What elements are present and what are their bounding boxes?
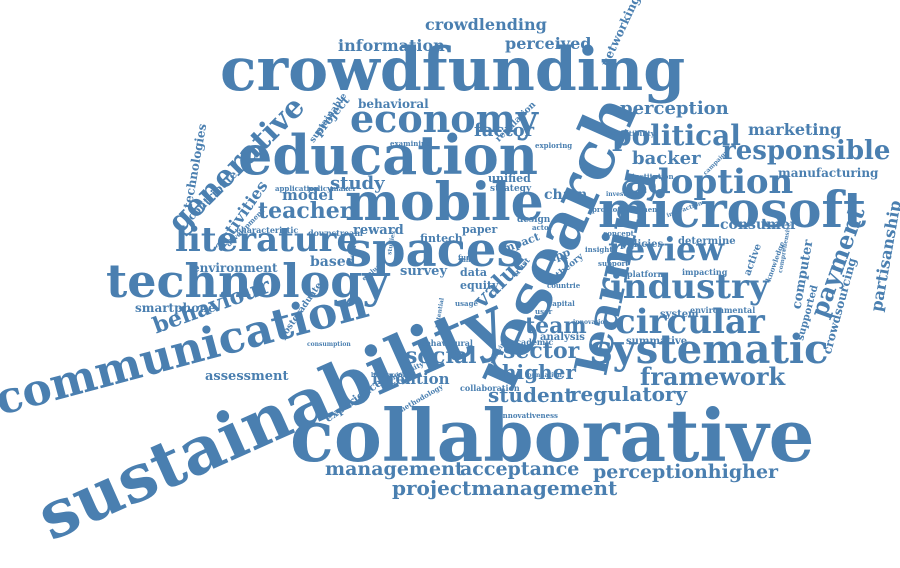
cloud-word: support <box>598 259 629 268</box>
cloud-word: fund <box>458 253 477 262</box>
cloud-word: fintech <box>420 232 463 245</box>
cloud-word: actor <box>532 223 553 232</box>
cloud-word: policymaker <box>308 184 357 193</box>
cloud-word: management <box>325 458 464 480</box>
cloud-word: summative <box>626 336 688 347</box>
cloud-word: compatibility <box>603 129 655 138</box>
cloud-word: platform <box>627 269 666 279</box>
cloud-word: environmental <box>690 305 756 315</box>
cloud-word: backer <box>632 148 701 169</box>
cloud-word: segment <box>627 205 661 214</box>
cloud-word: based <box>310 254 356 270</box>
cloud-word: teacher <box>258 198 352 224</box>
cloud-word: innovativeness <box>500 411 558 420</box>
cloud-word: partisanship <box>866 198 900 313</box>
cloud-word: reward <box>353 223 404 238</box>
cloud-word: crowdlending <box>425 15 547 34</box>
cloud-word: sector <box>503 338 580 364</box>
cloud-word: factor <box>474 120 535 141</box>
cloud-word: insight <box>585 245 613 254</box>
cloud-word: capital <box>548 299 575 308</box>
cloud-word: model <box>282 186 334 204</box>
cloud-word: behavioural <box>420 338 473 348</box>
cloud-word: team <box>525 313 587 339</box>
cloud-word: regulatory <box>570 382 688 406</box>
cloud-word: usage <box>455 299 478 308</box>
cloud-word: exploring <box>535 141 573 150</box>
cloud-word: systematic <box>590 326 829 373</box>
cloud-word: higher <box>502 360 576 384</box>
cloud-word: institution <box>632 172 674 181</box>
cloud-word: design <box>517 215 551 225</box>
cloud-word: literature <box>175 220 359 260</box>
cloud-word: unified <box>488 172 531 185</box>
cloud-word: foundation <box>525 372 562 379</box>
cloud-word: chain <box>544 187 588 203</box>
cloud-word: investment <box>606 191 644 198</box>
cloud-word: social <box>405 343 477 369</box>
cloud-word: behavioral <box>358 97 429 111</box>
cloud-word: marketing <box>748 120 842 139</box>
cloud-word: promote <box>592 205 626 214</box>
cloud-word: consumption <box>307 341 351 348</box>
cloud-word: perception <box>620 98 729 119</box>
cloud-word: data <box>460 266 488 279</box>
cloud-word: application <box>275 184 320 193</box>
cloud-word: manufacturing <box>778 166 879 180</box>
cloud-word: study <box>330 173 385 194</box>
cloud-word: perceptionhigher <box>593 461 779 483</box>
cloud-word: spaces <box>345 222 524 278</box>
cloud-word: responsible <box>722 136 891 166</box>
cloud-word: system <box>660 309 699 320</box>
cloud-word: paper <box>462 223 498 236</box>
cloud-word: economy <box>350 96 538 141</box>
cloud-word: mobile <box>345 172 544 233</box>
cloud-word: review <box>608 230 724 268</box>
cloud-word: strategy <box>490 184 532 194</box>
cloud-word: consumer <box>720 217 798 233</box>
cloud-word: crowdfunding <box>220 35 686 105</box>
cloud-word: impacting <box>682 267 728 277</box>
cloud-word: circular <box>615 302 765 342</box>
cloud-word: survey <box>400 264 447 279</box>
cloud-word: equity <box>460 279 499 292</box>
cloud-word: academic <box>511 337 554 347</box>
cloud-word: aim <box>462 257 475 264</box>
cloud-word: collaborative <box>290 393 815 478</box>
cloud-word: analysis <box>540 332 585 343</box>
cloud-word: technology <box>106 254 390 308</box>
cloud-word: innovation <box>573 319 609 326</box>
cloud-word: concept <box>603 229 634 238</box>
cloud-word: perceived <box>505 34 592 53</box>
cloud-word: information <box>338 36 445 55</box>
cloud-word: determine <box>678 236 736 247</box>
cloud-word: political <box>612 119 741 152</box>
cloud-word: background <box>371 372 412 379</box>
cloud-word: characteristic <box>236 225 299 235</box>
cloud-word: smartphone <box>135 301 216 315</box>
cloud-word: countrie <box>547 281 581 290</box>
cloud-word: user <box>535 307 553 316</box>
cloud-word: intention <box>372 370 450 388</box>
cloud-word: policies <box>620 239 664 250</box>
cloud-word: assessment <box>205 369 289 384</box>
cloud-word: projectmanagement <box>392 476 618 500</box>
cloud-word: education <box>238 123 538 187</box>
cloud-word: downstream <box>308 228 363 238</box>
cloud-word: examining <box>390 139 431 148</box>
cloud-word: acceptance <box>460 458 580 480</box>
cloud-word: environment <box>192 261 278 275</box>
cloud-word: student <box>488 383 574 407</box>
cloud-word: framework <box>640 362 786 391</box>
cloud-word: adoption <box>625 162 794 202</box>
cloud-word: microsoft <box>598 180 867 239</box>
cloud-word: industry <box>610 267 769 307</box>
cloud-word: collaboration <box>460 383 520 393</box>
